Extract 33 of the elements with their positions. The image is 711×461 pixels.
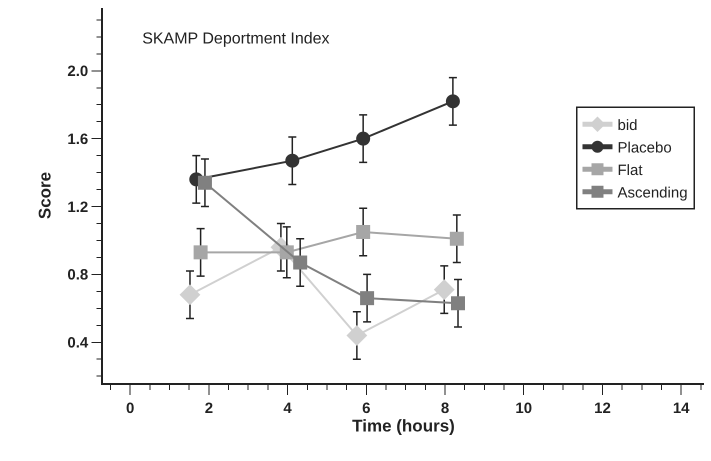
x-tick-label: 4	[283, 400, 292, 417]
x-tick-label: 6	[362, 400, 370, 417]
y-axis-title: Score	[35, 172, 54, 220]
point	[194, 245, 208, 260]
y-tick-label: 2.0	[67, 63, 88, 80]
x-tick-label: 14	[672, 400, 690, 417]
x-tick-label: 0	[126, 400, 134, 417]
x-tick-label: 8	[440, 400, 450, 417]
point	[356, 224, 370, 239]
point	[180, 284, 200, 306]
point	[293, 256, 308, 270]
point	[346, 325, 368, 346]
text: SKAMP Deportment Index	[142, 30, 330, 48]
point	[451, 296, 466, 310]
legend-label: bid	[617, 117, 638, 134]
point	[285, 154, 300, 168]
y-tick-label: 0.4	[67, 334, 89, 352]
point	[450, 232, 464, 246]
legend-label: Placebo	[617, 140, 672, 157]
x-axis-title: Time (hours)	[352, 416, 455, 436]
point	[434, 279, 455, 300]
y-tick-label: 0.8	[67, 266, 88, 284]
point	[356, 132, 370, 146]
y-tick-label: 1.2	[67, 198, 88, 216]
x-tick-label: 10	[515, 400, 532, 417]
legend-label: Flat	[617, 162, 644, 180]
x-tick-label: 2	[204, 400, 214, 417]
point	[198, 176, 212, 190]
point	[446, 94, 460, 108]
point	[360, 291, 374, 306]
legend-label: Ascending	[617, 184, 688, 202]
y-tick-label: 1.6	[67, 130, 88, 148]
x-tick-label: 12	[594, 400, 611, 417]
